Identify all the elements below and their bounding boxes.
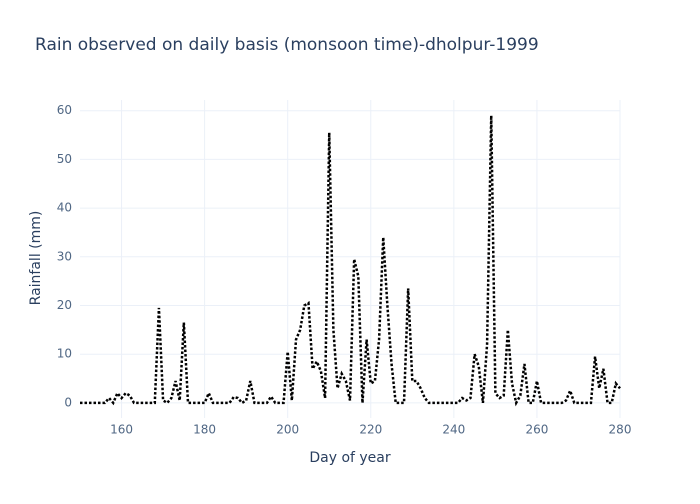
chart-title: Rain observed on daily basis (monsoon ti… (35, 35, 539, 55)
x-tick-label: 280 (609, 423, 632, 437)
x-tick-label: 240 (442, 423, 465, 437)
x-tick-label: 200 (276, 423, 299, 437)
line (80, 115, 621, 407)
y-tick-label: 10 (57, 347, 72, 361)
y-axis-label: Rainfall (mm) (28, 211, 44, 306)
y-tick-label: 30 (57, 249, 72, 263)
y-tick-label: 50 (57, 152, 72, 166)
y-tick-label: 0 (64, 395, 72, 409)
y-tick-label: 40 (57, 201, 72, 215)
x-axis-label: Day of year (309, 450, 391, 466)
x-tick-label: 220 (359, 423, 382, 437)
y-tick-label: 60 (57, 103, 72, 117)
x-tick-label: 180 (193, 423, 216, 437)
x-tick-label: 260 (525, 423, 548, 437)
x-tick-label: 160 (110, 423, 133, 437)
y-tick-label: 20 (57, 298, 72, 312)
